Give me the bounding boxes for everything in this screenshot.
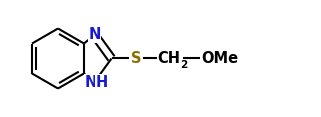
Text: CH: CH — [158, 51, 180, 66]
Text: N: N — [88, 27, 101, 42]
Text: S: S — [131, 51, 141, 66]
Text: OMe: OMe — [201, 51, 238, 66]
Text: 2: 2 — [180, 60, 187, 69]
Text: N: N — [84, 75, 97, 90]
Text: H: H — [96, 75, 108, 90]
